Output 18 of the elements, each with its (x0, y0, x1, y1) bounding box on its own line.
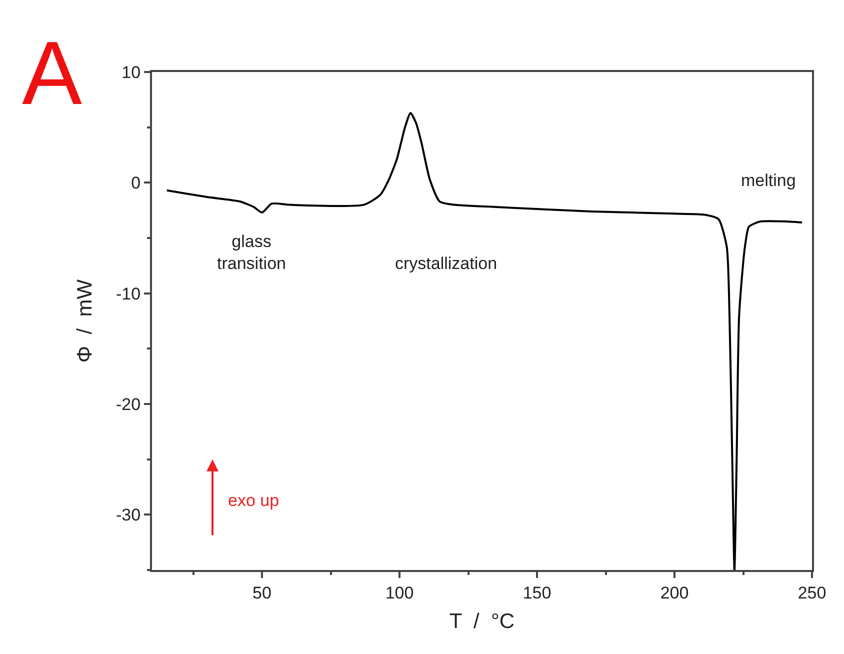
y-tick-label: -30 (116, 506, 141, 525)
x-tick-label: 100 (385, 583, 414, 602)
x-tick-label: 200 (660, 583, 689, 602)
x-tick-label: 50 (252, 583, 272, 602)
y-tick-label: -10 (116, 284, 141, 304)
line-series (166, 112, 804, 570)
y-tick-label: -20 (116, 394, 141, 414)
y-tick-label: 0 (131, 174, 141, 193)
x-tick-label: 250 (798, 583, 826, 602)
annotation: crystallization (395, 254, 498, 273)
annotation: glass transition (217, 232, 286, 274)
annotation: exo up (228, 491, 280, 510)
annotation: melting (741, 171, 796, 190)
text: A (22, 24, 82, 124)
x-tick-label: 150 (522, 583, 552, 602)
y-tick-label: 10 (122, 62, 141, 82)
x-axis-title: T / °C (449, 610, 515, 634)
y-axis-title: Φ / mW (74, 279, 97, 363)
